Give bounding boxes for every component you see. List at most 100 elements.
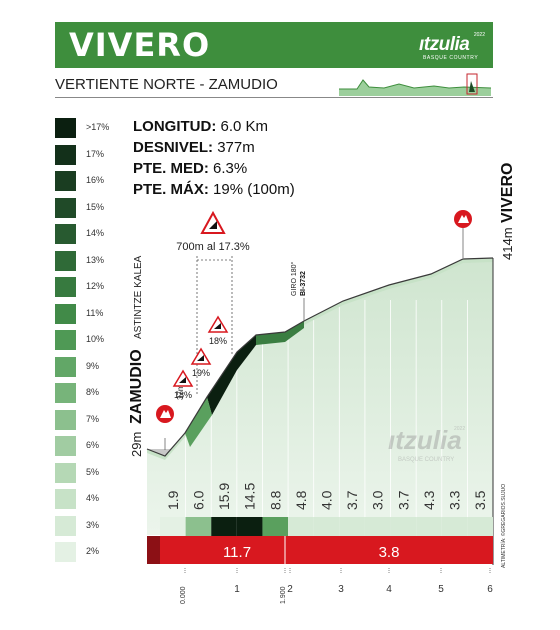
legend-label: 14%: [86, 228, 105, 238]
red-summary-bar: [147, 536, 493, 564]
logo-year: 2022: [473, 32, 485, 38]
segment-color-cell: [262, 517, 289, 536]
stat-max-grade: PTE. MÁX: 19% (100m): [133, 181, 295, 198]
end-altitude: 414m: [500, 227, 515, 260]
segment-color-cell: [441, 517, 468, 536]
legend-label: 9%: [86, 360, 100, 371]
watermark-word: ıtzulia: [388, 425, 462, 455]
legend-label: 12%: [86, 281, 105, 291]
segment-grade-label: 3.7: [344, 490, 360, 510]
legend-row: 5%: [55, 462, 115, 483]
mini-highlight-box: [466, 73, 478, 95]
segment-color-cell: [390, 517, 417, 536]
legend-label: 11%: [86, 307, 104, 318]
legend-swatch: [55, 542, 76, 562]
legend-swatch: [55, 409, 76, 430]
legend-row: 4%: [55, 489, 115, 509]
legend-swatch: [55, 171, 76, 191]
legend-row: 11%: [55, 303, 115, 324]
credit-text: ALTIMETRÍA: ©GREGARIOS.SUJUO: [500, 484, 507, 568]
legend-row: 12%: [55, 277, 115, 297]
climb-stats: LONGITUD: 6.0 Km DESNIVEL: 377m PTE. MED…: [133, 116, 295, 200]
km-axis-label: 3: [338, 584, 344, 595]
header-divider: [55, 97, 493, 98]
segment-color-cell: [160, 517, 186, 536]
legend-label: >17%: [86, 122, 110, 132]
legend-swatch: [55, 303, 76, 324]
segment-color-cell: [211, 517, 237, 536]
legend-row: 15%: [55, 197, 115, 218]
legend-label: 16%: [86, 175, 105, 185]
legend-swatch: [55, 356, 76, 377]
legend-label: 13%: [86, 254, 105, 265]
giro-label: GIRO 180°: [290, 261, 298, 296]
legend-swatch: [55, 144, 76, 165]
km-axis-label: 2: [287, 584, 293, 595]
profile-outline: [146, 257, 494, 457]
legend-swatch: [55, 224, 76, 244]
grade-sign-icon-3: [207, 315, 229, 333]
segment-color-cell: [236, 517, 263, 536]
segment-grade-label: 4.8: [293, 490, 309, 510]
header-bar: VIVERO ıtzulia BASQUE COUNTRY 2022: [55, 22, 493, 68]
km-axis-label: 0.000: [180, 586, 187, 604]
legend-swatch: [55, 250, 76, 271]
route-subtitle: VERTIENTE NORTE - ZAMUDIO: [55, 76, 278, 93]
grade-sign-icon-2: [190, 347, 212, 365]
profile-fill: [147, 258, 493, 535]
grade-marker-3: 18%: [209, 336, 227, 346]
logo-subtitle: BASQUE COUNTRY: [423, 55, 479, 61]
segment-color-strip: [160, 517, 493, 536]
segment-color-cell: [339, 517, 365, 536]
stat-length: LONGITUD: 6.0 Km: [133, 118, 269, 135]
segment-grade-label: 4.3: [421, 490, 437, 510]
grade-sign-icon-1: [172, 369, 194, 387]
profile-top-band: [147, 258, 493, 460]
start-altitude: 29m: [129, 432, 144, 457]
altitude-37: 37m: [176, 384, 185, 400]
legend-row: 17%: [55, 144, 115, 165]
legend-label: 10%: [86, 334, 105, 344]
segment-grade-label: 4.0: [319, 490, 335, 510]
legend-row: 7%: [55, 409, 115, 430]
red-bar-value-1: 11.7: [223, 544, 251, 561]
profile-steep-section: [207, 335, 256, 415]
legend-swatch: [55, 462, 76, 483]
legend-row: 16%: [55, 171, 115, 191]
steep-warning-icon: [200, 210, 226, 234]
page-title: VIVERO: [69, 26, 211, 64]
km-axis-label: 1: [234, 584, 240, 595]
legend-row: 13%: [55, 250, 115, 271]
segment-color-cell: [313, 517, 340, 536]
km-axis: 0.000 1 1.900 2 3 4 5 6: [180, 568, 493, 604]
segment-grade-label: 15.9: [216, 483, 232, 510]
start-road: ASTINTZE KALEA: [133, 255, 144, 339]
road-label: BI-3732: [300, 271, 307, 296]
itzulia-logo: ıtzulia BASQUE COUNTRY 2022: [417, 30, 485, 64]
logo-wordmark: ıtzulia: [419, 34, 470, 55]
km-axis-label: 4: [386, 584, 392, 595]
stat-avg-grade: PTE. MED: 6.3%: [133, 160, 248, 177]
profile-mid-section: [185, 397, 212, 447]
segment-color-cell: [185, 517, 212, 536]
legend-label: 5%: [86, 466, 100, 477]
watermark-year: 2022: [454, 426, 465, 432]
legend-label: 3%: [86, 519, 100, 530]
segment-color-cell: [467, 517, 493, 536]
legend-swatch: [55, 197, 76, 218]
legend-label: 2%: [86, 546, 100, 556]
segment-grade-labels: 1.9 6.0 15.9 14.5 8.8 4.8 4.0 3.7 3.0 3.7 4.3 3.3 3.…: [165, 483, 488, 510]
legend-row: 14%: [55, 224, 115, 244]
end-name: VIVERO: [499, 163, 516, 223]
km-axis-label: 6: [487, 584, 493, 595]
legend-swatch: [55, 383, 76, 403]
segment-color-cell: [288, 517, 314, 536]
legend-swatch: [55, 277, 76, 297]
legend-row: >17%: [55, 118, 115, 138]
segment-grade-label: 8.8: [267, 490, 283, 510]
legend-swatch: [55, 515, 76, 536]
legend-row: 6%: [55, 436, 115, 456]
legend-swatch: [55, 118, 76, 138]
start-name: ZAMUDIO: [128, 349, 145, 424]
